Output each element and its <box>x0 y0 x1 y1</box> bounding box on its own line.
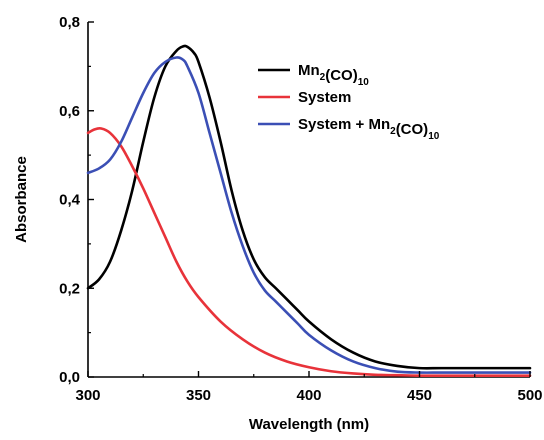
x-tick-label: 300 <box>75 387 100 404</box>
x-tick-label: 450 <box>407 387 432 404</box>
legend-label-1: System <box>298 89 351 106</box>
y-tick-label: 0,4 <box>59 192 81 209</box>
series-line-2 <box>86 56 532 374</box>
y-tick-label: 0,2 <box>59 280 80 297</box>
series-line-1 <box>86 126 532 378</box>
y-tick-label: 0,8 <box>59 14 80 31</box>
y-tick-label: 0,0 <box>59 369 80 386</box>
y-axis-title: Absorbance <box>13 156 30 243</box>
y-tick-label: 0,6 <box>59 103 80 120</box>
x-tick-label: 400 <box>296 387 321 404</box>
x-tick-label: 500 <box>517 387 542 404</box>
x-tick-label: 350 <box>186 387 211 404</box>
x-axis-title: Wavelength (nm) <box>249 416 369 433</box>
series-line-0 <box>86 44 532 370</box>
legend-label-0: Mn2(CO)10 <box>298 62 369 88</box>
legend-label-2: System + Mn2(CO)10 <box>298 116 440 142</box>
